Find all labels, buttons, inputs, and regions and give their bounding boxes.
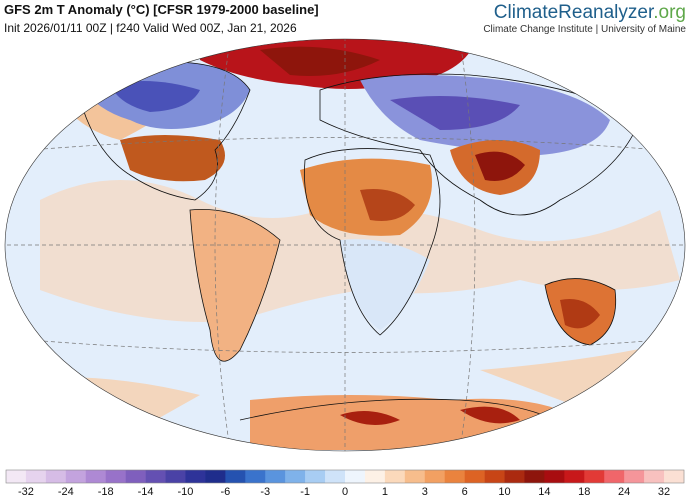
colorbar-cell bbox=[484, 470, 505, 483]
colorbar-tick-label: 32 bbox=[658, 486, 670, 498]
colorbar-cell bbox=[364, 470, 386, 483]
colorbar-tick-label: -3 bbox=[260, 486, 270, 498]
colorbar-cell bbox=[245, 470, 266, 483]
sahara-warm bbox=[360, 189, 415, 221]
colorbar-cell bbox=[285, 470, 306, 483]
colorbar-cell bbox=[604, 470, 625, 483]
colorbar-cell bbox=[125, 470, 146, 483]
colorbar-tick-label: 10 bbox=[498, 486, 510, 498]
colorbar-cell bbox=[325, 470, 346, 483]
colorbar-tick-label: 6 bbox=[462, 486, 468, 498]
colorbar-cell bbox=[504, 470, 525, 483]
colorbar-cell bbox=[65, 470, 87, 483]
colorbar-cell bbox=[664, 470, 685, 483]
colorbar-cell bbox=[185, 470, 206, 483]
colorbar-cell bbox=[6, 470, 27, 483]
colorbar-cell bbox=[205, 470, 226, 483]
siberia-cold bbox=[390, 96, 520, 130]
arctic-warm bbox=[260, 46, 380, 76]
us-warm bbox=[120, 135, 225, 182]
colorbar-cell bbox=[384, 470, 406, 483]
colorbar-tick-label: 14 bbox=[538, 486, 550, 498]
canada-cold bbox=[110, 81, 200, 112]
china-warm bbox=[475, 151, 525, 181]
colorbar-cell bbox=[404, 470, 426, 483]
colorbar-cell bbox=[345, 470, 366, 483]
colorbar-tick-label: 3 bbox=[422, 486, 428, 498]
map bbox=[5, 39, 685, 451]
colorbar-cell bbox=[524, 470, 545, 483]
colorbar-cell bbox=[105, 470, 126, 483]
brand-site[interactable]: ClimateReanalyzer bbox=[494, 2, 655, 23]
colorbar-tick-label: -10 bbox=[178, 486, 194, 498]
colorbar-tick-label: -1 bbox=[300, 486, 310, 498]
colorbar-cell bbox=[25, 470, 47, 483]
australia bbox=[560, 299, 600, 329]
brand-name[interactable]: ClimateReanalyzer.org bbox=[494, 2, 686, 23]
colorbar-cell bbox=[644, 470, 665, 483]
africa-south bbox=[340, 239, 430, 330]
colorbar-cell bbox=[45, 470, 67, 483]
colorbar-tick-label: 18 bbox=[578, 486, 590, 498]
colorbar-tick-label: 1 bbox=[382, 486, 388, 498]
affiliation: Climate Change Institute | University of… bbox=[483, 24, 686, 35]
anomaly-field bbox=[10, 340, 680, 440]
colorbar-tick-label: -6 bbox=[220, 486, 230, 498]
title: GFS 2m T Anomaly (°C) [CFSR 1979-2000 ba… bbox=[4, 2, 319, 17]
colorbar-cell bbox=[265, 470, 286, 483]
colorbar-cell bbox=[165, 470, 186, 483]
colorbar-cell bbox=[305, 470, 326, 483]
colorbar-cell bbox=[584, 470, 605, 483]
antarctica bbox=[250, 395, 560, 450]
colorbar-cell bbox=[624, 470, 645, 483]
colorbar-cell bbox=[564, 470, 585, 483]
colorbar-cell bbox=[444, 470, 465, 483]
brand-suffix[interactable]: .org bbox=[653, 2, 686, 23]
subtitle: Init 2026/01/11 00Z | f240 Valid Wed 00Z… bbox=[4, 21, 297, 35]
colorbar-cell bbox=[464, 470, 485, 483]
antarctica bbox=[340, 406, 520, 425]
colorbar-tick-label: 24 bbox=[618, 486, 630, 498]
colorbar-cell bbox=[85, 470, 107, 483]
colorbar-tick-label: 0 bbox=[342, 486, 348, 498]
map-border bbox=[4, 38, 686, 452]
colorbar-cell bbox=[225, 470, 246, 483]
colorbar-tick-label: -32 bbox=[18, 486, 34, 498]
south-america bbox=[190, 209, 280, 362]
colorbar-frame bbox=[5, 469, 685, 484]
colorbar: -32 -24 -18 -14 -10 -6 -3 -1 0 1 3 6 10 14 18 24 32 bbox=[5, 469, 685, 498]
colorbar-cell bbox=[424, 470, 446, 483]
colorbar-cell bbox=[145, 470, 166, 483]
colorbar-tick-label: -14 bbox=[138, 486, 154, 498]
colorbar-tick-label: -24 bbox=[58, 486, 74, 498]
graticule bbox=[5, 39, 685, 451]
colorbar-cell bbox=[544, 470, 565, 483]
colorbar-tick-label: -18 bbox=[98, 486, 114, 498]
